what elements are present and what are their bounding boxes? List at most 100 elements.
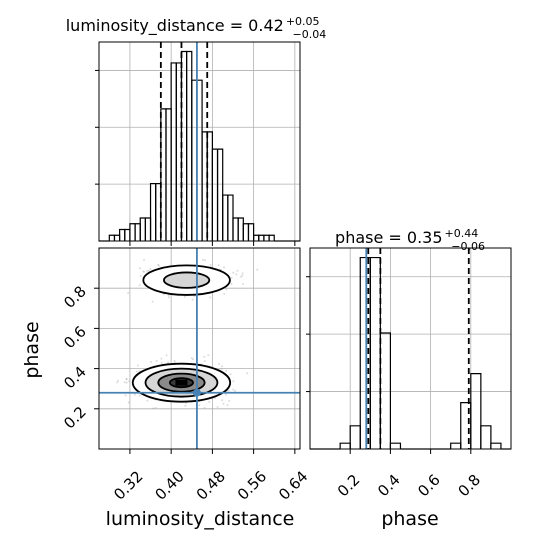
sample-point <box>184 404 187 407</box>
sample-point <box>222 402 225 405</box>
phase-bin <box>470 372 482 449</box>
luminosity-distance-bin <box>165 108 172 241</box>
sample-point <box>217 264 220 267</box>
sample-point <box>136 364 139 367</box>
sample-point <box>209 263 212 266</box>
x-axis-label-luminosity-distance: luminosity_distance <box>106 508 295 530</box>
sample-point <box>221 367 223 370</box>
phase-xtick-label: 0.8 <box>454 471 484 501</box>
sample-point <box>234 390 237 392</box>
luminosity-distance-bin <box>144 217 152 241</box>
luminosity-distance-bin <box>124 228 131 241</box>
joint-posterior-panel: 0.32 0.40 0.48 0.56 0.64 0.2 0.4 0.6 0.8 <box>60 247 311 504</box>
sample-point <box>138 394 141 397</box>
sample-point <box>229 373 232 376</box>
truth-marker <box>192 388 201 397</box>
luminosity-distance-bin <box>253 234 260 241</box>
sample-point <box>142 270 145 273</box>
phase-histogram-panel: 0.2 0.4 0.6 0.8 <box>306 247 512 501</box>
luminosity-distance-histogram-panel <box>95 41 301 246</box>
luminosity-distance-bin <box>222 194 229 241</box>
phase-bin <box>379 332 391 449</box>
sample-point <box>191 298 194 301</box>
sample-point <box>204 259 207 262</box>
sample-point <box>235 273 238 276</box>
sample-point <box>167 296 170 299</box>
sample-point <box>155 406 158 409</box>
sample-point <box>139 274 142 277</box>
sample-point <box>123 381 126 384</box>
sample-point <box>127 401 130 404</box>
sample-point <box>143 258 146 261</box>
sample-point <box>183 295 186 298</box>
density-contour-upper-mode <box>163 271 211 289</box>
phase-xtick-label: 0.4 <box>374 471 404 501</box>
sample-point <box>146 269 149 272</box>
luminosity-distance-bin <box>263 234 270 241</box>
sample-point <box>241 283 244 285</box>
sample-point <box>116 381 119 384</box>
luminosity-distance-bin <box>129 223 136 241</box>
sample-point <box>133 393 136 396</box>
sample-point <box>147 269 150 272</box>
sample-point <box>167 361 170 364</box>
sample-point <box>214 397 216 400</box>
sample-point <box>221 399 224 402</box>
sample-point <box>117 379 120 382</box>
joint-ytick-label: 0.4 <box>60 363 90 393</box>
phase-bin <box>369 256 381 449</box>
sample-point <box>230 283 233 285</box>
sample-point <box>225 288 228 291</box>
sample-point <box>173 359 176 362</box>
sample-point <box>232 271 235 274</box>
luminosity-distance-bin <box>232 217 239 241</box>
sample-point <box>256 268 259 271</box>
sample-point <box>209 296 212 299</box>
sample-point <box>227 389 230 392</box>
phase-xtick-label: 0.2 <box>334 471 364 501</box>
luminosity-distance-bin <box>237 217 244 241</box>
sample-point <box>241 274 244 277</box>
sample-point <box>246 372 249 375</box>
sample-point <box>142 270 145 273</box>
sample-point <box>157 263 160 266</box>
sample-point <box>152 407 155 410</box>
phase-bin <box>389 442 402 449</box>
luminosity-distance-bin <box>268 234 275 241</box>
sample-point <box>151 300 154 303</box>
luminosity-distance-title: luminosity_distance = 0.42 +0.05 −0.04 <box>66 15 327 41</box>
sample-point <box>241 272 244 275</box>
phase-bin <box>450 442 462 449</box>
x-axis-label-phase: phase <box>381 508 438 530</box>
sample-point <box>218 362 221 365</box>
sample-point <box>127 291 130 294</box>
luminosity-distance-bin <box>258 234 265 241</box>
sample-point <box>224 393 227 396</box>
sample-point <box>125 378 128 381</box>
sample-point <box>165 354 168 357</box>
phase-bin <box>480 425 492 449</box>
luminosity-distance-bin <box>216 148 224 241</box>
sample-point <box>192 358 195 361</box>
sample-point <box>232 380 235 383</box>
sample-point <box>207 354 210 357</box>
sample-point <box>216 406 219 408</box>
sample-point <box>223 266 225 269</box>
sample-point <box>221 365 223 368</box>
luminosity-distance-bin <box>170 62 177 241</box>
phase-bin <box>339 442 351 449</box>
sample-point <box>203 406 206 409</box>
y-axis-label-phase: phase <box>21 321 43 378</box>
sample-point <box>198 404 201 407</box>
sample-point <box>228 400 231 402</box>
sample-point <box>125 377 128 380</box>
luminosity-distance-bin <box>242 223 250 241</box>
luminosity-distance-bin <box>211 148 219 241</box>
sample-point <box>160 361 163 364</box>
luminosity-distance-bin <box>119 228 126 241</box>
phase-xtick-label: 0.6 <box>414 471 444 501</box>
sample-point <box>135 370 138 373</box>
sample-point <box>236 269 239 272</box>
joint-ytick-label: 0.2 <box>60 403 90 433</box>
